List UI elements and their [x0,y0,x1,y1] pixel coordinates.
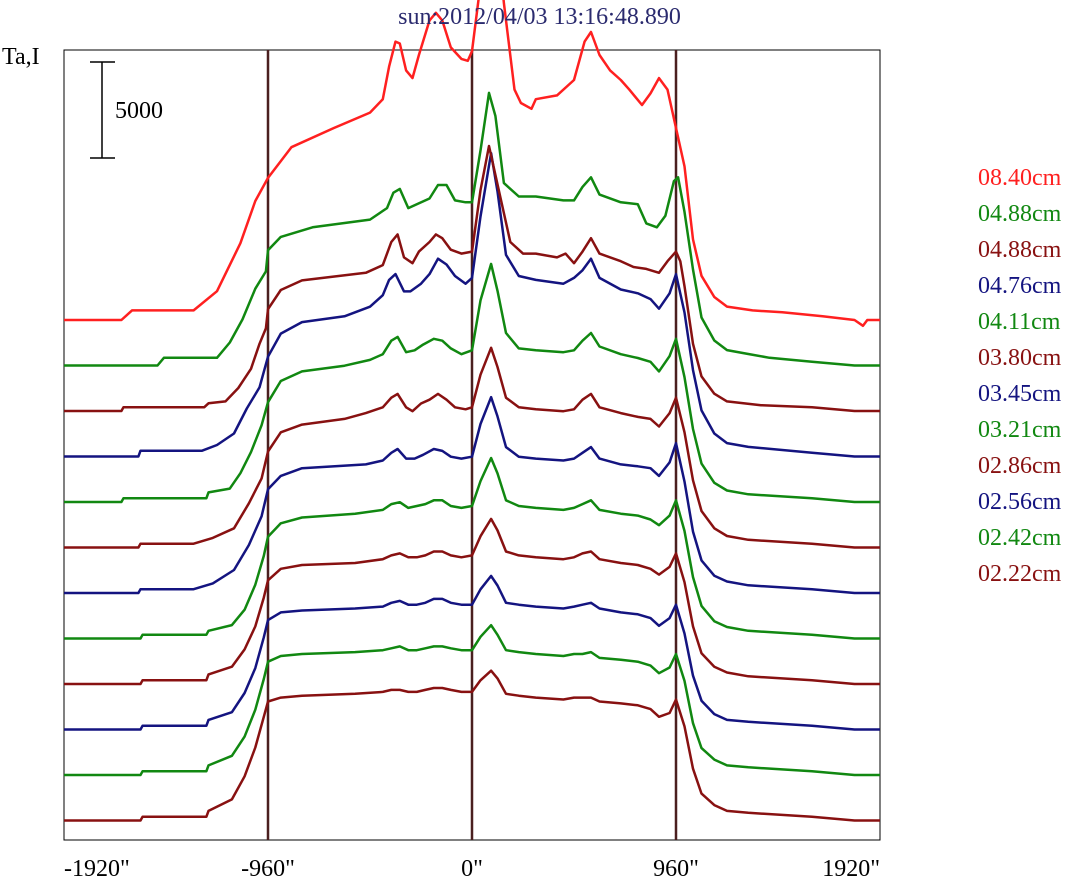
legend-item: 02.56cm [978,489,1062,515]
series-line-5 [64,346,880,549]
series-line-8 [64,517,880,686]
legend-item: 02.22cm [978,561,1062,587]
series-line-1 [64,91,880,367]
legend-item: 04.88cm [978,237,1062,263]
y-axis-label: Ta,I [2,44,40,70]
legend-item: 03.45cm [978,381,1062,407]
x-tick-label: -960" [241,856,295,882]
legend-item: 04.11cm [978,309,1061,335]
series-line-10 [64,623,880,777]
x-tick-label: -1920" [64,856,130,882]
x-tick-labels: -1920" -960" 0" 960" 1920" [64,856,880,882]
series-line-9 [64,574,880,731]
x-tick-label: 0" [461,856,483,882]
legend-item: 03.80cm [978,345,1062,371]
legend-item: 03.21cm [978,417,1062,443]
legend-item: 04.76cm [978,273,1062,299]
scale-bar-label: 5000 [115,98,163,124]
legend-item: 08.40cm [978,165,1062,191]
scale-bar: 5000 [90,61,163,159]
series-line-7 [64,456,880,640]
series-line-2 [64,144,880,413]
legend-item: 02.86cm [978,453,1062,479]
legend-item: 02.42cm [978,525,1062,551]
x-tick-label: 1920" [822,856,880,882]
chart-title: sun:2012/04/03 13:16:48.890 [398,4,681,30]
series-line-6 [64,395,880,595]
series-line-3 [64,151,880,458]
series-line-11 [64,669,880,822]
legend: 08.40cm 04.88cm 04.88cm 04.76cm 04.11cm 03.80… [978,160,1061,592]
series-line-0 [64,0,880,328]
series-line-4 [64,262,880,504]
series-group [64,0,880,822]
legend-item: 04.88cm [978,201,1062,227]
x-tick-label: 960" [653,856,699,882]
